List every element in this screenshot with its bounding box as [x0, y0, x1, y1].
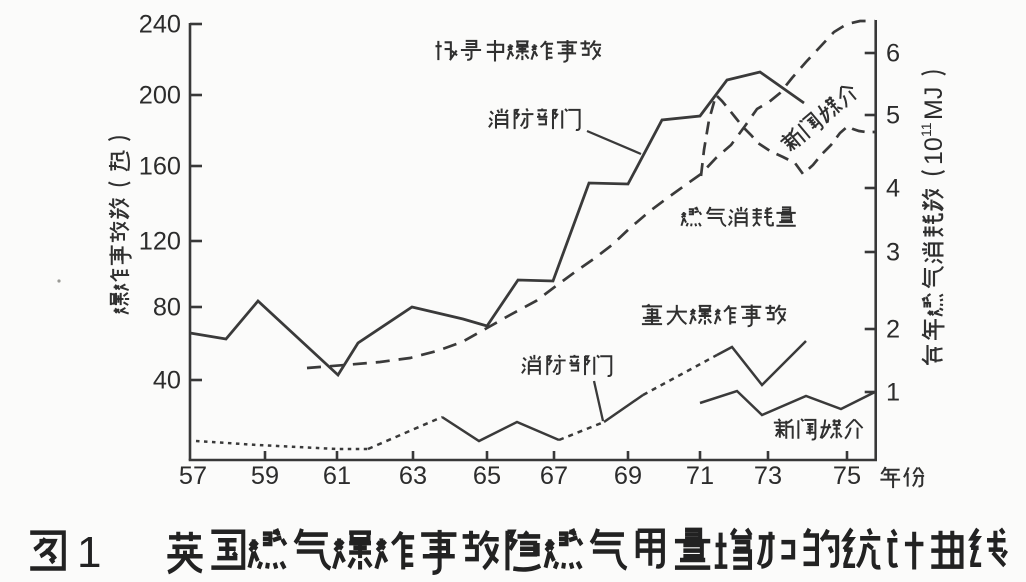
svg-text:2: 2: [886, 316, 900, 344]
svg-text:75: 75: [833, 462, 861, 490]
svg-text:40: 40: [153, 367, 181, 395]
svg-text:MJ: MJ: [920, 87, 948, 120]
svg-text:5: 5: [886, 102, 900, 130]
svg-text:1: 1: [77, 528, 101, 577]
svg-text:63: 63: [399, 462, 427, 490]
svg-text:3: 3: [886, 239, 900, 267]
svg-text:80: 80: [153, 294, 181, 322]
svg-text:4: 4: [886, 175, 900, 203]
svg-text:59: 59: [251, 462, 279, 490]
svg-text:1: 1: [886, 379, 900, 407]
svg-text:11: 11: [918, 122, 934, 137]
svg-text:71: 71: [686, 462, 714, 490]
svg-text:160: 160: [139, 153, 181, 181]
svg-text:67: 67: [540, 462, 568, 490]
svg-text:240: 240: [139, 11, 181, 39]
svg-text:200: 200: [139, 82, 181, 110]
svg-text:61: 61: [323, 462, 351, 490]
svg-text:69: 69: [614, 462, 642, 490]
svg-text:57: 57: [179, 462, 207, 490]
svg-text:65: 65: [473, 462, 501, 490]
svg-text:6: 6: [886, 40, 900, 68]
svg-text:10: 10: [920, 137, 948, 165]
svg-text:73: 73: [754, 462, 782, 490]
svg-text:120: 120: [139, 228, 181, 256]
